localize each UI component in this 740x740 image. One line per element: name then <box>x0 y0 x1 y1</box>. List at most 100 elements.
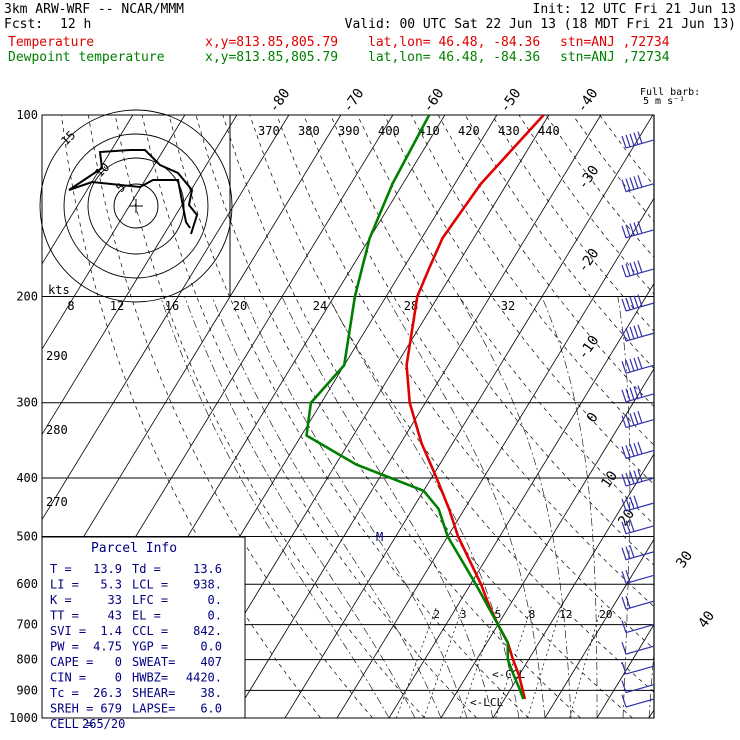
parcel-row-value: 26.3 <box>93 686 122 700</box>
wind-barb-feather <box>621 596 627 610</box>
wind-barb <box>621 661 655 675</box>
wind-barb-feather <box>625 595 631 609</box>
parcel-row-value: 43 <box>108 609 122 623</box>
wind-barb-feather <box>629 133 635 146</box>
parcel-row-value-2: 38. <box>200 686 222 700</box>
dry-adiabat <box>114 115 425 718</box>
wind-barb-feather <box>621 179 627 192</box>
wind-barb-feather <box>625 224 631 237</box>
wind-barb-staff <box>625 268 655 278</box>
wind-barb-staff <box>625 393 655 403</box>
parcel-row-value: 679 <box>100 702 122 716</box>
parcel-row-label-2: LCL = <box>132 578 168 592</box>
wind-barb-feather <box>633 132 639 145</box>
parcel-row-label: T = <box>50 562 72 576</box>
dry-adiabat <box>464 115 654 370</box>
mixing-ratio-line <box>569 605 603 718</box>
isotherm-label: -50 <box>497 86 525 116</box>
wind-barb-feather <box>633 357 639 371</box>
parcel-row-label-2: LFC = <box>132 593 168 607</box>
isotherm-line <box>42 115 238 436</box>
wind-barb <box>621 411 655 429</box>
parcel-row-label-2: YGP = <box>132 640 168 654</box>
parcel-row-label: PW = <box>50 640 79 654</box>
theta-label-420: 420 <box>458 124 480 138</box>
wind-barb-feather <box>633 442 639 456</box>
mixing-ratio-label-8: 8 <box>529 608 536 621</box>
wind-barb <box>621 324 655 342</box>
wind-barb-feather <box>637 324 643 337</box>
wind-barb-feather <box>629 496 635 509</box>
wind-barb-feather <box>621 415 627 428</box>
wind-barb-staff <box>625 139 655 149</box>
isotherm-label: 20 <box>615 506 638 529</box>
valid-time: Valid: 00 UTC Sat 22 Jun 13 (18 MDT Fri … <box>344 17 736 32</box>
wind-barb-feather <box>621 264 627 278</box>
dewpoint-legend-station: stn=ANJ ,72734 <box>560 50 670 65</box>
moist-adiabat <box>160 296 390 718</box>
isotherm-label: -80 <box>266 86 294 116</box>
pressure-label-1000: 1000 <box>9 711 38 725</box>
wind-barb-feather <box>633 295 639 308</box>
mixing-ratio-line <box>527 605 563 718</box>
wind-barb-staff <box>625 183 655 193</box>
wind-barb-feather <box>621 298 627 312</box>
isotherm-line <box>232 115 602 718</box>
parcel-row-label: CIN = <box>50 671 86 685</box>
wind-barb-feather <box>637 441 643 455</box>
wind-barb-feather <box>629 177 635 190</box>
wind-barb-staff <box>625 449 655 460</box>
hodograph-trace <box>68 149 199 235</box>
wind-barb-feather <box>629 358 635 372</box>
wind-barb-feather <box>621 225 627 238</box>
parcel-row-label-2: SWEAT= <box>132 655 175 669</box>
wind-barb <box>621 680 655 694</box>
wind-barb-feather <box>621 521 627 534</box>
parcel-info-title: Parcel Info <box>91 541 177 556</box>
wind-barb-staff <box>625 600 655 610</box>
hodograph-speed-label-24: 24 <box>313 299 327 313</box>
wind-barb-staff <box>625 364 655 374</box>
pressure-label-500: 500 <box>16 529 38 543</box>
wind-barb-feather <box>633 470 639 483</box>
theta-label-270: 270 <box>46 495 68 509</box>
wind-barb-feather <box>633 222 639 235</box>
dewpoint-legend-latlon: lat,lon= 46.48, -84.36 <box>368 50 541 65</box>
moist-adiabat <box>243 296 468 718</box>
parcel-row-label: K = <box>50 593 72 607</box>
parcel-row-label-2: SHEAR= <box>132 686 175 700</box>
isotherm-line <box>42 115 342 606</box>
wind-barb-feather <box>621 680 627 693</box>
dry-adiabat <box>141 115 477 718</box>
wind-barb-feather <box>621 473 627 487</box>
dry-adiabat <box>330 115 654 566</box>
isotherm-line <box>336 197 654 718</box>
theta-label-400: 400 <box>378 124 400 138</box>
wind-barb-feather <box>625 570 631 583</box>
parcel-row-label: CELL = <box>50 717 93 731</box>
wind-barb-staff <box>625 477 655 487</box>
isotherm-label: 30 <box>673 548 696 571</box>
wind-barb-staff <box>625 525 655 535</box>
dewpoint-legend-xy: x,y=813.85,805.79 <box>205 50 339 65</box>
parcel-row-label-2: CCL = <box>132 624 168 638</box>
moist-adiabat <box>617 296 631 718</box>
isotherm-line <box>42 115 290 521</box>
barb-legend-title: Full barb: <box>640 87 700 98</box>
theta-label-280: 280 <box>46 423 68 437</box>
hodograph <box>39 109 233 303</box>
parcel-row-value-2: 13.6 <box>193 562 222 576</box>
wind-barb <box>621 570 655 584</box>
wind-barb-feather <box>637 221 643 234</box>
mixing-ratio-line <box>396 605 438 718</box>
parcel-row-label: LI = <box>50 578 79 592</box>
temperature-legend-xy: x,y=813.85,805.79 <box>205 35 339 50</box>
wind-barb <box>621 175 655 193</box>
moist-adiabat <box>184 296 416 718</box>
wind-barb <box>621 294 655 312</box>
wind-barb-feather <box>625 497 631 511</box>
wind-barb-feather <box>633 261 639 274</box>
wind-barb-feather <box>621 641 627 655</box>
wind-barb-feather <box>629 223 635 236</box>
theta-label-440: 440 <box>538 124 560 138</box>
